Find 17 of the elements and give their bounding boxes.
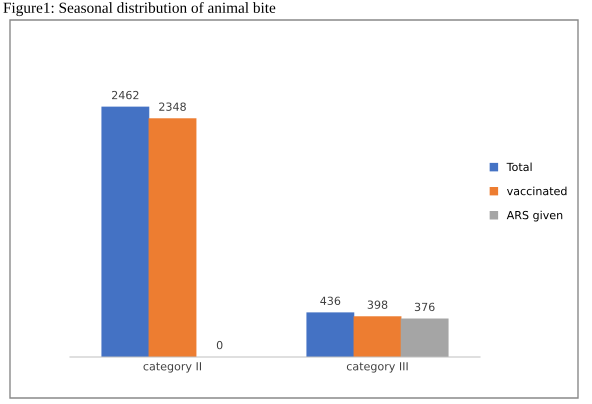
data-label: 0 — [216, 340, 222, 350]
data-label: 2348 — [159, 102, 186, 111]
data-label: 2462 — [112, 90, 138, 100]
data-label: 436 — [320, 296, 340, 306]
legend-label: ARS given — [506, 210, 562, 222]
data-label: 398 — [368, 300, 388, 309]
data-label: 376 — [414, 302, 435, 312]
bar — [101, 106, 150, 357]
bar — [306, 312, 354, 357]
chart-title: Figure1: Seasonal distribution of animal bite — [3, 2, 276, 16]
bar — [400, 318, 449, 357]
x-tick-label: category II — [144, 362, 201, 373]
bar — [148, 118, 196, 357]
bar — [354, 316, 402, 357]
x-tick-label: category III — [346, 362, 408, 373]
legend-label: Total — [506, 162, 532, 172]
legend-label: vaccinated — [507, 186, 566, 196]
